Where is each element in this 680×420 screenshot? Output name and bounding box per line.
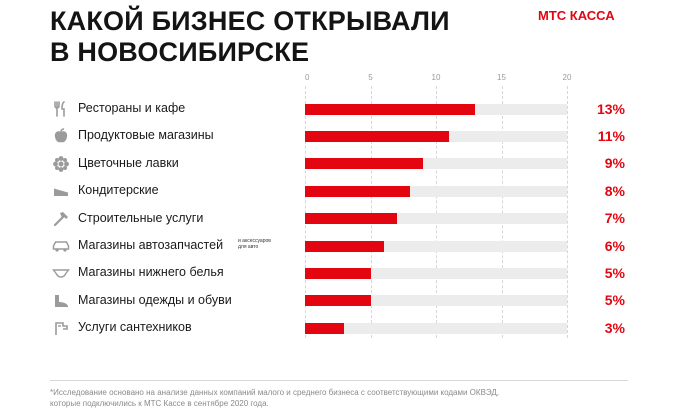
bar	[305, 322, 345, 334]
bar-track	[305, 267, 567, 279]
bar-track	[305, 158, 567, 170]
value-label: 5%	[604, 264, 625, 281]
bar	[305, 103, 476, 115]
title-line-1: КАКОЙ БИЗНЕС ОТКРЫВАЛИ	[50, 6, 450, 36]
cake-icon	[52, 182, 70, 200]
value-label: 13%	[596, 100, 625, 117]
category-label: Услуги сантехников	[78, 320, 192, 335]
gridline	[436, 86, 437, 338]
footnote-line-2: которые подключились к МТС Кассе в сентя…	[50, 398, 269, 408]
axis-tick-label: 5	[368, 73, 373, 82]
value-label: 3%	[604, 319, 625, 336]
category-label: Кондитерские	[78, 183, 159, 198]
bar	[305, 185, 410, 197]
bar	[305, 240, 384, 252]
gridline	[305, 86, 306, 338]
value-label: 11%	[597, 127, 625, 144]
bar-track	[305, 130, 567, 142]
value-label: 7%	[604, 210, 625, 227]
bar-track	[305, 322, 567, 334]
apple-icon	[52, 127, 70, 145]
bar	[305, 130, 450, 142]
category-label: Цветочные лавки	[78, 155, 179, 170]
divider	[50, 380, 628, 381]
category-label: Строительные услуги	[78, 210, 204, 225]
bar	[305, 267, 371, 279]
bar	[305, 158, 423, 170]
footnote: *Исследование основано на анализе данных…	[50, 388, 499, 409]
car-icon	[52, 237, 70, 255]
hammer-icon	[52, 210, 70, 228]
category-label: Магазины одежды и обуви	[78, 292, 232, 307]
faucet-icon	[52, 319, 70, 337]
category-label: Магазины нижнего белья	[78, 265, 224, 280]
bar-track	[305, 103, 567, 115]
value-label: 8%	[604, 182, 625, 199]
bar-track	[305, 213, 567, 225]
shoe-icon	[52, 292, 70, 310]
axis-tick-label: 10	[431, 73, 441, 82]
bar-track	[305, 295, 567, 307]
bar	[305, 295, 371, 307]
brand-logo: МТС КАССА	[538, 8, 615, 23]
gridline	[501, 86, 503, 338]
fork-knife-icon	[52, 100, 70, 118]
category-label: Продуктовые магазины	[78, 128, 214, 143]
value-label: 6%	[604, 237, 625, 254]
page-title: КАКОЙ БИЗНЕС ОТКРЫВАЛИ В НОВОСИБИРСКЕ	[50, 6, 450, 68]
flower-icon	[52, 155, 70, 173]
category-label: Магазины автозапчастей	[78, 238, 224, 252]
gridline	[370, 86, 372, 338]
lingerie-icon	[52, 264, 70, 282]
bar-track	[305, 185, 567, 197]
gridline	[567, 86, 568, 338]
axis-tick-label: 20	[562, 73, 572, 82]
category-annotation: и аксессуаров для авто	[238, 238, 271, 250]
axis-tick-label: 0	[305, 73, 310, 82]
bar	[305, 213, 397, 225]
value-label: 9%	[604, 155, 625, 172]
axis-tick-label: 15	[497, 73, 506, 82]
footnote-line-1: *Исследование основано на анализе данных…	[50, 388, 500, 397]
title-line-2: В НОВОСИБИРСКЕ	[50, 37, 310, 67]
bar-track	[305, 240, 567, 252]
category-label: Рестораны и кафе	[78, 101, 186, 115]
value-label: 5%	[604, 292, 625, 309]
